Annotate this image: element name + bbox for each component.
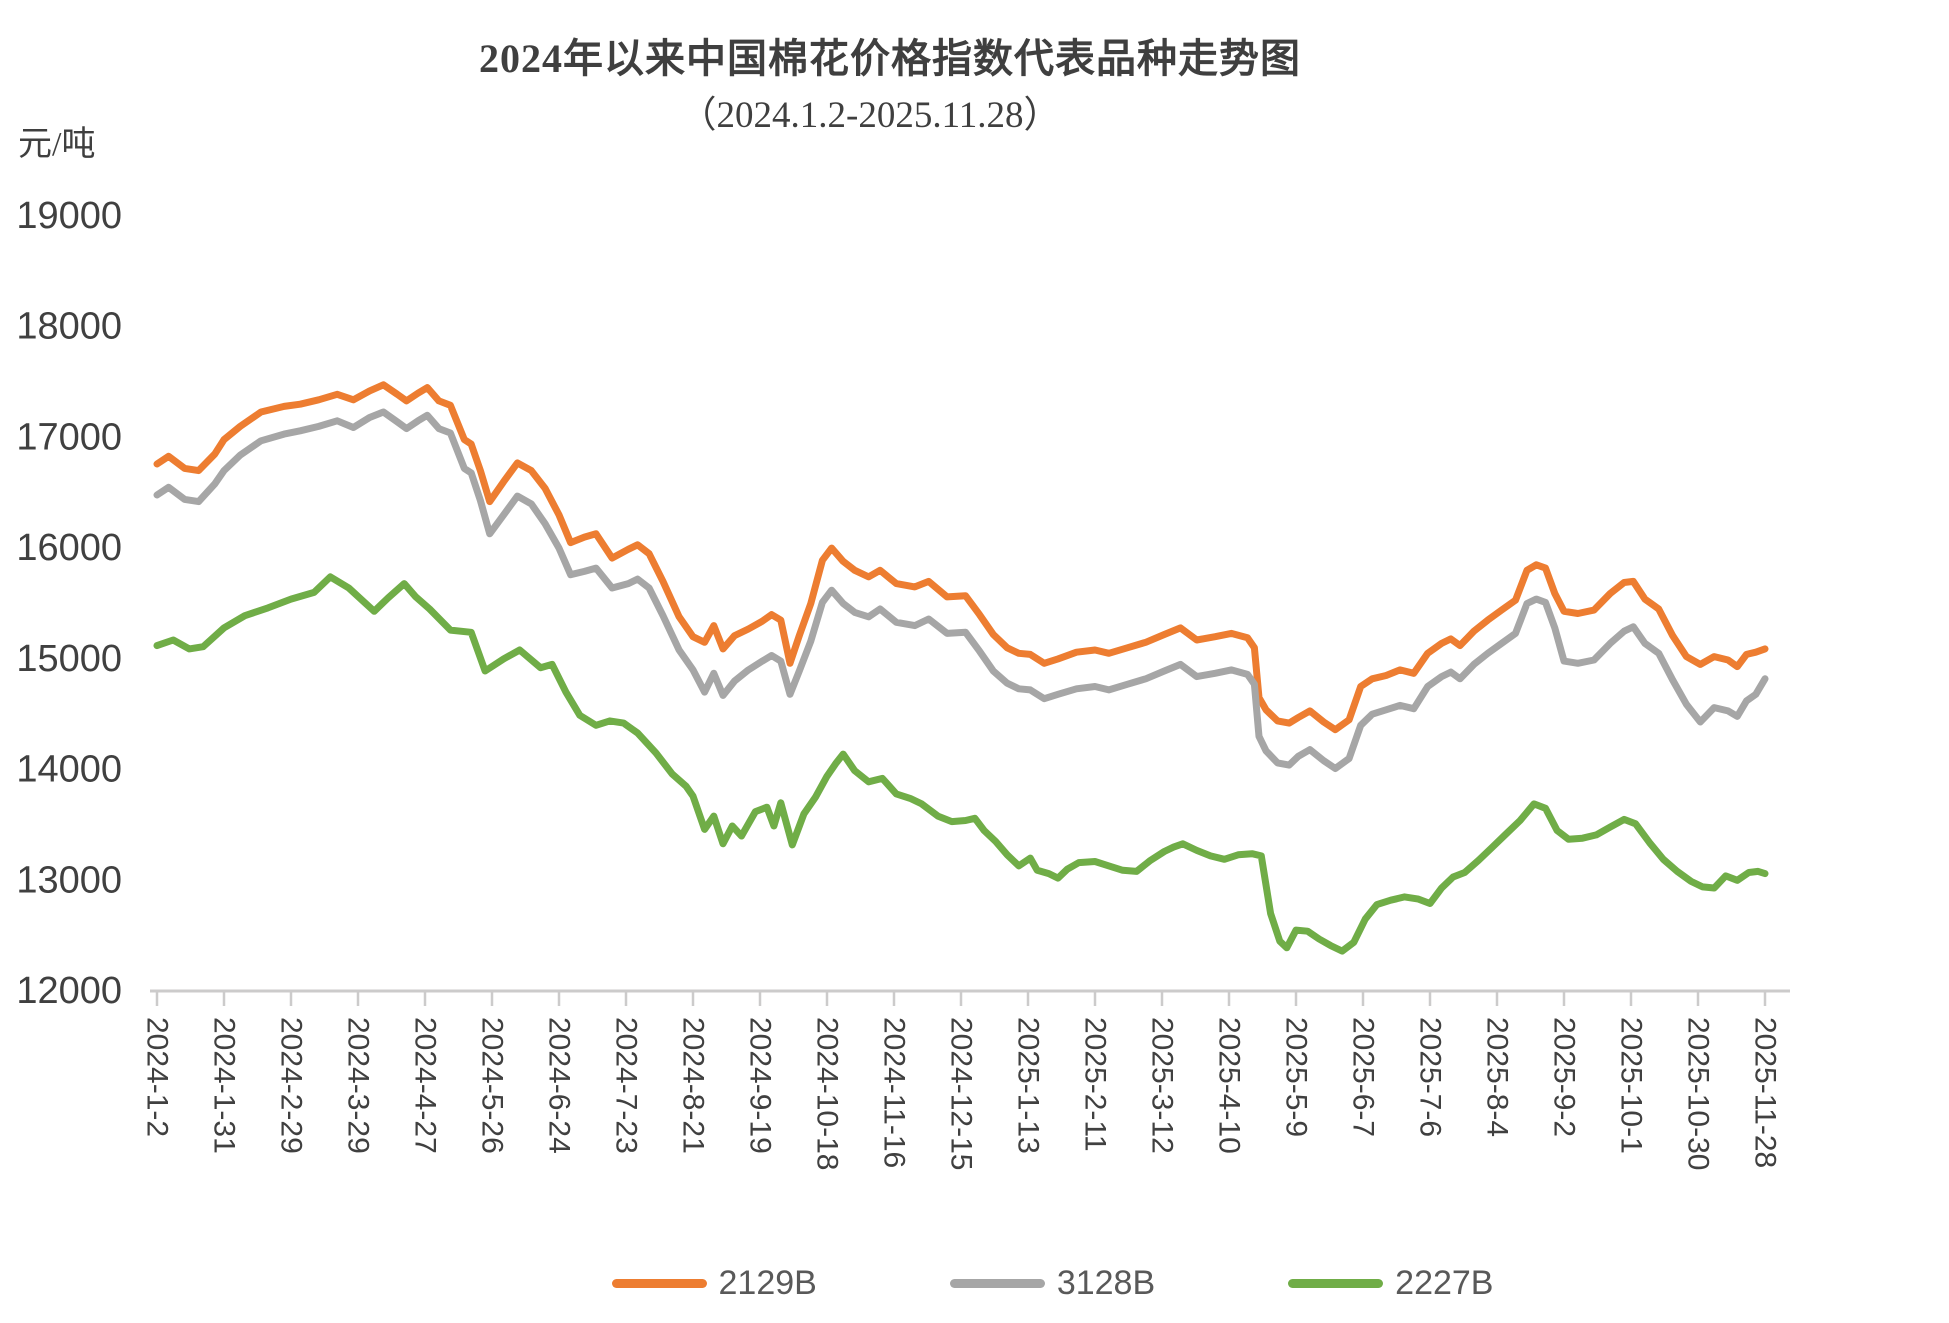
y-axis-unit-label: 元/吨 xyxy=(18,126,96,163)
x-axis-label: 2025-1-13 xyxy=(1012,1017,1045,1154)
x-axis-label: 2025-4-10 xyxy=(1213,1017,1246,1154)
x-axis-label: 2024-1-31 xyxy=(208,1017,241,1154)
legend-swatch-2129B xyxy=(611,1279,707,1288)
x-axis-label: 2025-3-12 xyxy=(1146,1017,1179,1154)
line-chart: 2024-1-2 2024-1-31 2024-2-29 2024-3-29 2024-… xyxy=(16,195,1790,1170)
legend-swatch-3128B xyxy=(949,1279,1045,1288)
chart-subtitle: （2024.1.2-2025.11.28） xyxy=(679,95,1061,136)
x-axis-label: 2025-10-30 xyxy=(1682,1017,1715,1170)
x-axis-label: 2024-11-16 xyxy=(878,1017,911,1168)
legend-item-2227B: 2227B xyxy=(1288,1264,1493,1303)
x-axis-label: 2025-6-7 xyxy=(1347,1017,1380,1137)
x-axis-label: 2024-4-27 xyxy=(409,1017,442,1154)
y-axis-label: 18000 xyxy=(16,306,122,348)
series-line-3128B xyxy=(153,408,1769,772)
x-axis-label: 2025-9-2 xyxy=(1548,1017,1581,1137)
x-axis-label: 2024-7-23 xyxy=(610,1017,643,1154)
legend-label-3128B: 3128B xyxy=(1056,1264,1156,1302)
legend: 2129B 3128B 2227B xyxy=(156,1264,1949,1303)
y-axis-label: 13000 xyxy=(16,859,122,901)
legend-swatch-2227B xyxy=(1288,1279,1384,1288)
x-axis-label: 2025-11-28 xyxy=(1749,1017,1782,1168)
x-axis-label: 2025-8-4 xyxy=(1481,1017,1514,1137)
legend-item-3128B: 3128B xyxy=(949,1264,1156,1303)
x-axis-label: 2024-3-29 xyxy=(342,1017,375,1154)
y-axis-label: 19000 xyxy=(16,195,122,237)
y-axis-label: 14000 xyxy=(16,749,122,791)
y-axis-label: 17000 xyxy=(16,416,122,458)
x-axis-label: 2025-7-6 xyxy=(1414,1017,1447,1137)
x-axis-label: 2024-6-24 xyxy=(543,1017,576,1154)
x-axis-label: 2024-10-18 xyxy=(811,1017,844,1170)
series-line-2227B xyxy=(153,573,1769,955)
x-axis-label: 2024-2-29 xyxy=(275,1017,308,1154)
x-axis-label: 2024-12-15 xyxy=(945,1017,978,1170)
chart-title: 2024年以来中国棉花价格指数代表品种走势图 xyxy=(479,36,1301,81)
legend-label-2227B: 2227B xyxy=(1395,1264,1494,1302)
x-axis-label: 2024-5-26 xyxy=(476,1017,509,1154)
y-axis-label: 16000 xyxy=(16,527,122,569)
y-axis-label: 15000 xyxy=(16,638,122,680)
x-axis-label: 2025-10-1 xyxy=(1615,1017,1648,1154)
x-axis-label: 2025-2-11 xyxy=(1079,1017,1112,1152)
legend-label-2129B: 2129B xyxy=(718,1264,817,1302)
x-axis-label: 2024-9-19 xyxy=(744,1017,777,1154)
x-axis-label: 2025-5-9 xyxy=(1280,1017,1313,1137)
series-line-2129B xyxy=(153,381,1769,734)
x-axis-label: 2024-8-21 xyxy=(677,1017,710,1154)
legend-item-2129B: 2129B xyxy=(611,1264,817,1303)
x-axis-label: 2024-1-2 xyxy=(141,1017,174,1137)
y-axis-label: 12000 xyxy=(16,970,122,1012)
